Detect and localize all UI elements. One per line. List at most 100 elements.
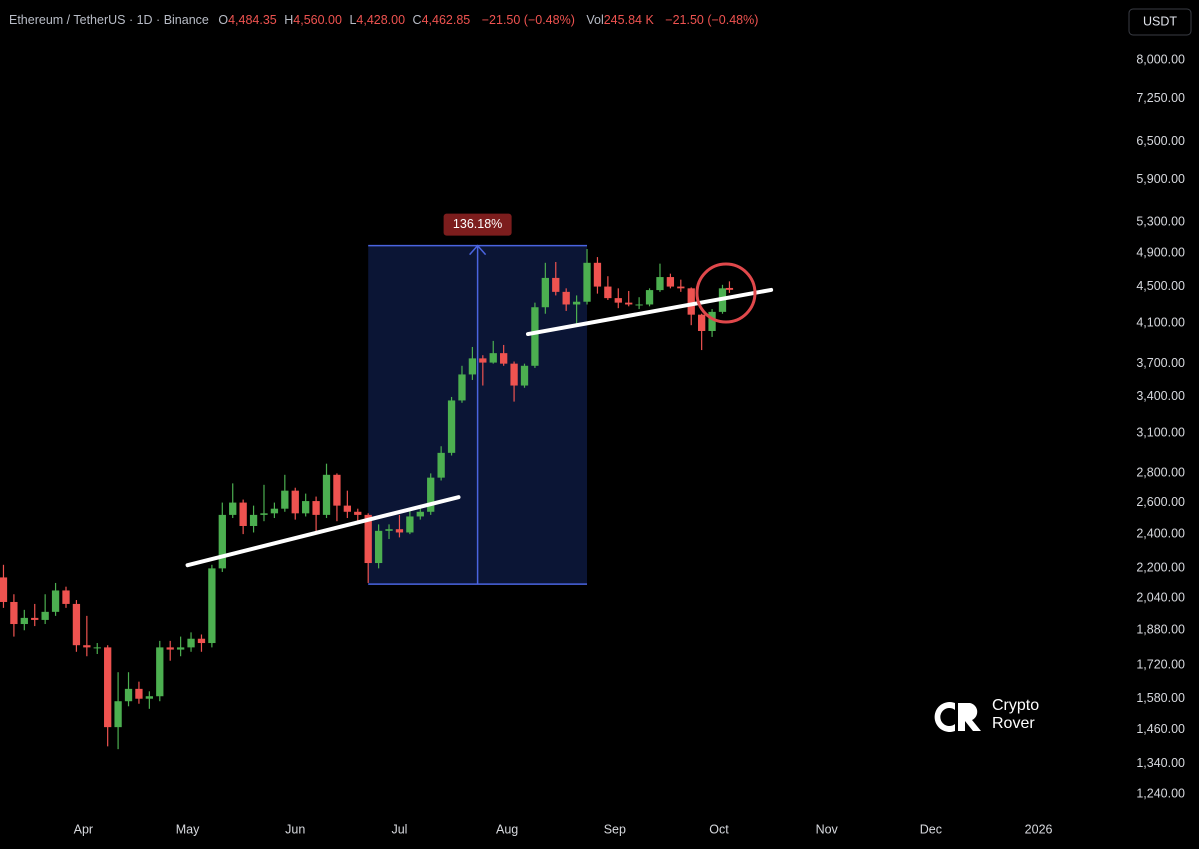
- candle-body: [166, 647, 174, 650]
- y-tick-label: 1,460.00: [1136, 722, 1185, 736]
- candle-body: [572, 301, 581, 305]
- y-tick-label: 1,240.00: [1136, 786, 1185, 800]
- candle-body: [260, 513, 268, 515]
- currency-button[interactable]: USDT: [1128, 8, 1192, 36]
- x-tick-label: Jun: [285, 822, 305, 836]
- trend-line: [525, 287, 774, 337]
- watermark: Crypto Rover: [934, 697, 1039, 733]
- candle-body: [291, 490, 299, 514]
- candle-body: [0, 577, 8, 602]
- candle-body: [176, 647, 185, 650]
- candle-body: [677, 286, 685, 289]
- y-tick-label: 3,100.00: [1136, 426, 1185, 440]
- candle-body: [395, 529, 404, 533]
- candle-body: [625, 302, 633, 305]
- candle-body: [500, 353, 508, 364]
- watermark-text: Rover: [992, 715, 1035, 732]
- annotation-layer: [185, 262, 774, 568]
- candle-body: [312, 501, 320, 515]
- candle-body: [208, 568, 216, 644]
- candle-body: [531, 307, 539, 366]
- candle-body: [520, 365, 529, 386]
- x-tick-label: Jul: [391, 822, 407, 836]
- candles-layer: [0, 249, 734, 750]
- candle-body: [427, 477, 435, 512]
- candle-body: [614, 298, 622, 303]
- candle-body: [197, 638, 206, 644]
- candle-body: [458, 374, 466, 401]
- candle-body: [31, 617, 39, 620]
- candle-body: [406, 516, 414, 533]
- candle-body: [156, 647, 164, 697]
- candle-body: [322, 474, 331, 515]
- logo-c: [934, 702, 955, 733]
- volume-label: Vol: [586, 13, 603, 27]
- measure-label-box: [443, 213, 512, 236]
- measure-layer: 136.18%: [368, 213, 588, 585]
- candle-body: [41, 611, 49, 620]
- ohlc-label: O: [218, 13, 228, 27]
- y-tick-label: 8,000.00: [1136, 52, 1185, 66]
- candle-body: [552, 277, 560, 292]
- y-tick-label: 1,720.00: [1136, 658, 1185, 672]
- ohlc-value: 4,462.85: [422, 13, 471, 27]
- measure-label: 136.18%: [453, 217, 502, 231]
- candle-body: [656, 277, 664, 291]
- x-tick-label: Oct: [709, 822, 729, 836]
- candle-body: [645, 290, 654, 305]
- symbol: Ethereum / TetherUS · 1D · Binance: [9, 13, 209, 27]
- candle-body: [698, 314, 706, 331]
- x-tick-label: Nov: [816, 822, 839, 836]
- trend-line: [185, 495, 461, 568]
- candle-body: [135, 688, 143, 699]
- candle-body: [333, 474, 341, 506]
- y-tick-label: 5,900.00: [1136, 172, 1185, 186]
- ohlc-value: 4,428.00: [356, 13, 405, 27]
- y-tick-label: 7,250.00: [1136, 91, 1185, 105]
- candle-body: [725, 287, 734, 290]
- y-tick-label: 2,400.00: [1136, 526, 1185, 540]
- candle-body: [479, 358, 487, 363]
- ohlc-label: H: [284, 13, 293, 27]
- x-tick-label: 2026: [1025, 822, 1053, 836]
- candle-body: [666, 277, 675, 287]
- candle-body: [604, 286, 612, 299]
- candle-body: [385, 529, 393, 531]
- y-tick-label: 4,100.00: [1136, 316, 1185, 330]
- candle-body: [374, 530, 383, 564]
- candle-body: [343, 505, 351, 512]
- currency-label[interactable]: USDT: [1143, 14, 1177, 28]
- y-tick-label: 2,040.00: [1136, 590, 1185, 604]
- watermark-text: Crypto: [992, 697, 1039, 714]
- ohlc-label: C: [413, 13, 422, 27]
- measure-arrow-head: [469, 244, 487, 256]
- candle-body: [708, 311, 716, 331]
- x-tick-label: Sep: [604, 822, 626, 836]
- y-tick-label: 6,500.00: [1136, 134, 1185, 148]
- candle-body: [468, 358, 477, 375]
- candle-body: [562, 291, 570, 305]
- candle-body: [281, 490, 289, 509]
- candle-body: [583, 262, 591, 302]
- candle-body: [62, 590, 70, 604]
- highlight-circle: [695, 262, 757, 324]
- candle-body: [187, 638, 195, 648]
- candle-body: [489, 353, 497, 363]
- currency-button-frame[interactable]: [1128, 8, 1192, 36]
- y-tick-label: 2,800.00: [1136, 466, 1185, 480]
- candle-body: [416, 511, 424, 517]
- candle-body: [104, 647, 112, 728]
- candle-body: [10, 601, 18, 625]
- candle-body: [354, 511, 362, 515]
- x-tick-label: Dec: [920, 822, 942, 836]
- header: Ethereum / TetherUS · 1D · Binance O4,48…: [9, 13, 758, 27]
- candle-body: [687, 288, 695, 315]
- candle-body: [249, 514, 258, 526]
- volume-value: 245.84 K: [604, 13, 655, 27]
- candle-body: [20, 617, 28, 625]
- y-tick-label: 1,880.00: [1136, 623, 1185, 637]
- change: −21.50 (−0.48%): [482, 13, 575, 27]
- y-tick-label: 2,600.00: [1136, 495, 1185, 509]
